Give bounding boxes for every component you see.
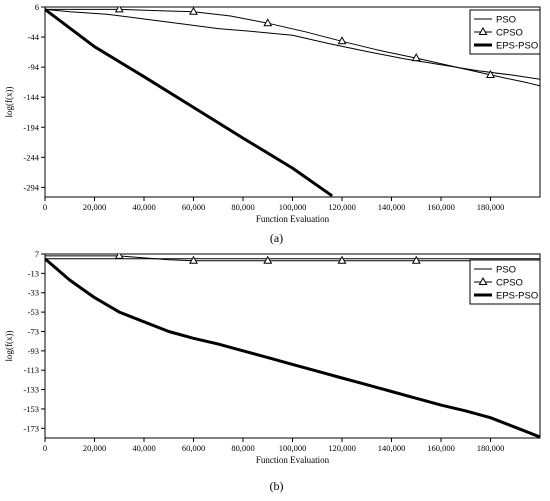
x-tick-label: 100,000 (279, 443, 307, 453)
panel-caption: (b) (270, 479, 284, 493)
y-axis-label: log(f(x)) (4, 331, 14, 362)
series-group (45, 7, 540, 197)
y-tick-label: -33 (28, 288, 39, 298)
legend-label-cpso: CPSO (496, 28, 523, 39)
series-marker-cpso (411, 53, 421, 62)
y-tick-label: -153 (23, 404, 39, 414)
x-tick-label: 0 (43, 202, 47, 212)
series-line-cpso (45, 8, 540, 87)
series-marker-cpso (189, 7, 198, 15)
series-marker-cpso (337, 36, 347, 45)
legend-marker-cpso (478, 26, 488, 35)
y-tick-label: -53 (28, 307, 39, 317)
y-tick-label: -94 (28, 62, 40, 72)
x-axis-label: Function Evaluation (256, 455, 330, 465)
series-marker-cpso (263, 255, 273, 264)
series-marker-cpso (263, 18, 273, 27)
legend-label-pso: PSO (496, 15, 516, 26)
series-group (45, 254, 540, 438)
x-tick-label: 120,000 (328, 202, 356, 212)
y-tick-label: -173 (23, 423, 39, 433)
y-tick-label: -144 (23, 92, 39, 102)
legend: PSO CPSO EPS-PSO (469, 9, 541, 55)
x-tick-label: 180,000 (477, 202, 505, 212)
legend-label-eps-pso: EPS-PSO (496, 41, 538, 52)
y-tick-label: -13 (28, 268, 39, 278)
series-line-cpso (45, 255, 540, 262)
y-tick-label: -133 (23, 385, 39, 395)
x-tick-label: 160,000 (427, 202, 455, 212)
series-marker-cpso (114, 7, 124, 13)
x-tick-label: 20,000 (83, 202, 106, 212)
x-tick-label: 120,000 (328, 443, 356, 453)
y-tick-label: -194 (23, 122, 39, 132)
y-tick-label: -93 (28, 346, 39, 356)
x-tick-label: 180,000 (477, 443, 505, 453)
y-tick-label: 6 (35, 2, 39, 12)
x-tick-label: 140,000 (378, 443, 406, 453)
x-tick-label: 40,000 (132, 202, 155, 212)
legend-label-cpso: CPSO (496, 278, 523, 289)
series-line-eps-pso (45, 8, 333, 197)
x-tick-label: 100,000 (279, 202, 307, 212)
series-marker-cpso (114, 254, 124, 259)
legend-label-pso: PSO (496, 265, 516, 276)
chart-panel-2: 0 20,000 40,000 60,000 80,000 100,000 120,000 1… (4, 249, 541, 493)
x-tick-label: 0 (43, 443, 47, 453)
x-tick-label: 140,000 (378, 202, 406, 212)
x-tick-label: 80,000 (231, 443, 254, 453)
y-tick-label: -44 (28, 32, 40, 42)
x-tick-label: 20,000 (83, 443, 106, 453)
series-marker-cpso (411, 255, 421, 264)
series-line-eps-pso (45, 257, 540, 438)
x-tick-label: 40,000 (132, 443, 155, 453)
y-tick-label: -294 (23, 182, 39, 192)
y-tick-label: -73 (28, 326, 39, 336)
chart-panel-1: 0 20,000 40,000 60,000 80,000 100,000 120,000 1… (4, 2, 541, 245)
x-tick-label: 160,000 (427, 443, 455, 453)
x-tick-label: 80,000 (231, 202, 254, 212)
series-line-pso (45, 8, 540, 80)
panel-caption: (a) (270, 231, 283, 245)
series-marker-cpso (337, 255, 347, 264)
y-tick-label: 7 (35, 249, 39, 259)
series-marker-cpso (189, 255, 198, 264)
legend: PSO CPSO EPS-PSO (469, 259, 541, 305)
y-tick-label: -244 (23, 152, 39, 162)
y-axis-label: log(f(x)) (4, 87, 14, 118)
legend-marker-cpso (478, 276, 488, 285)
x-tick-label: 60,000 (182, 202, 205, 212)
series-marker-cpso (486, 69, 495, 78)
y-tick-label: -113 (24, 365, 39, 375)
legend-label-eps-pso: EPS-PSO (496, 291, 538, 302)
x-tick-label: 60,000 (182, 443, 205, 453)
x-axis-label: Function Evaluation (256, 214, 330, 224)
